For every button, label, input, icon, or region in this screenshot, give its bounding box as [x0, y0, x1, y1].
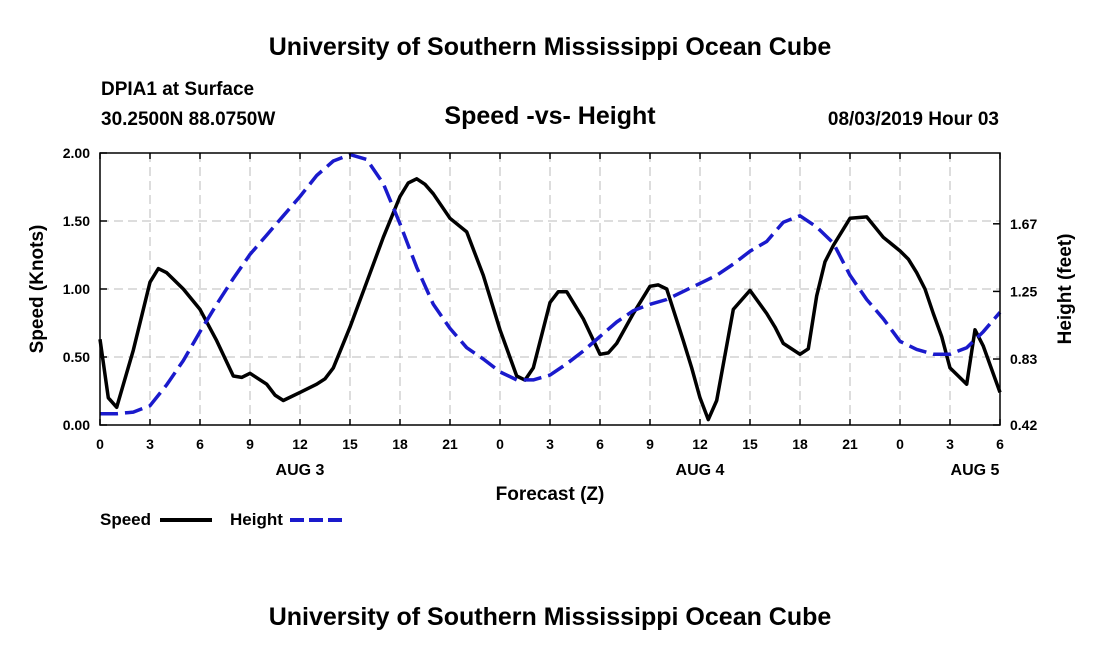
date-label: AUG 3 [276, 462, 325, 479]
x-tick-label: 0 [96, 436, 104, 452]
x-tick-label: 21 [442, 436, 458, 452]
x-tick-label: 0 [896, 436, 904, 452]
location-label: 30.2500N 88.0750W [101, 109, 275, 130]
x-tick-label: 12 [292, 436, 308, 452]
station-label: DPIA1 at Surface [101, 79, 254, 100]
x-tick-label: 18 [792, 436, 808, 452]
date-label: AUG 4 [676, 462, 725, 479]
x-tick-label: 3 [946, 436, 954, 452]
x-tick-label: 3 [546, 436, 554, 452]
y-tick-label: 1.00 [63, 281, 90, 297]
x-tick-label: 15 [342, 436, 358, 452]
y-tick-label: 0.50 [63, 349, 90, 365]
x-tick-label: 3 [146, 436, 154, 452]
timestamp-label: 08/03/2019 Hour 03 [828, 109, 999, 130]
y2-tick-label: 1.25 [1010, 283, 1037, 299]
legend-height-label: Height [230, 510, 283, 529]
y2-axis-label: Height (feet) [1055, 234, 1076, 345]
axis-ticks: 0 3 6 9 12 15 18 21 0 3 6 9 12 15 18 21 0 3 6 0.00 0.50 1.00 1… [63, 145, 1038, 479]
chart-title: Speed -vs- Height [444, 102, 656, 130]
x-tick-label: 9 [246, 436, 254, 452]
page-title-top: University of Southern Mississippi Ocean… [269, 33, 832, 61]
legend-speed-label: Speed [100, 510, 151, 529]
y2-tick-label: 0.83 [1010, 351, 1037, 367]
x-tick-label: 15 [742, 436, 758, 452]
series-line-height [100, 152, 1002, 416]
y-tick-label: 2.00 [63, 145, 90, 161]
y-tick-label: 1.50 [63, 213, 90, 229]
x-tick-label: 9 [646, 436, 654, 452]
grid-lines [100, 153, 1000, 425]
y2-tick-label: 0.42 [1010, 417, 1037, 433]
x-tick-label: 18 [392, 436, 408, 452]
x-tick-label: 21 [842, 436, 858, 452]
y2-tick-label: 1.67 [1010, 216, 1037, 232]
x-tick-label: 0 [496, 436, 504, 452]
series-layer [98, 152, 1002, 422]
x-tick-label: 6 [596, 436, 604, 452]
y-tick-label: 0.00 [63, 417, 90, 433]
legend: Speed Height [100, 510, 342, 529]
x-tick-label: 12 [692, 436, 708, 452]
x-tick-label: 6 [196, 436, 204, 452]
x-axis-label: Forecast (Z) [496, 484, 605, 505]
x-tick-label: 6 [996, 436, 1004, 452]
date-label: AUG 5 [951, 462, 1000, 479]
series-line-speed [98, 177, 1002, 422]
y-axis-label: Speed (Knots) [27, 225, 48, 354]
page-title-bottom: University of Southern Mississippi Ocean… [269, 603, 832, 631]
